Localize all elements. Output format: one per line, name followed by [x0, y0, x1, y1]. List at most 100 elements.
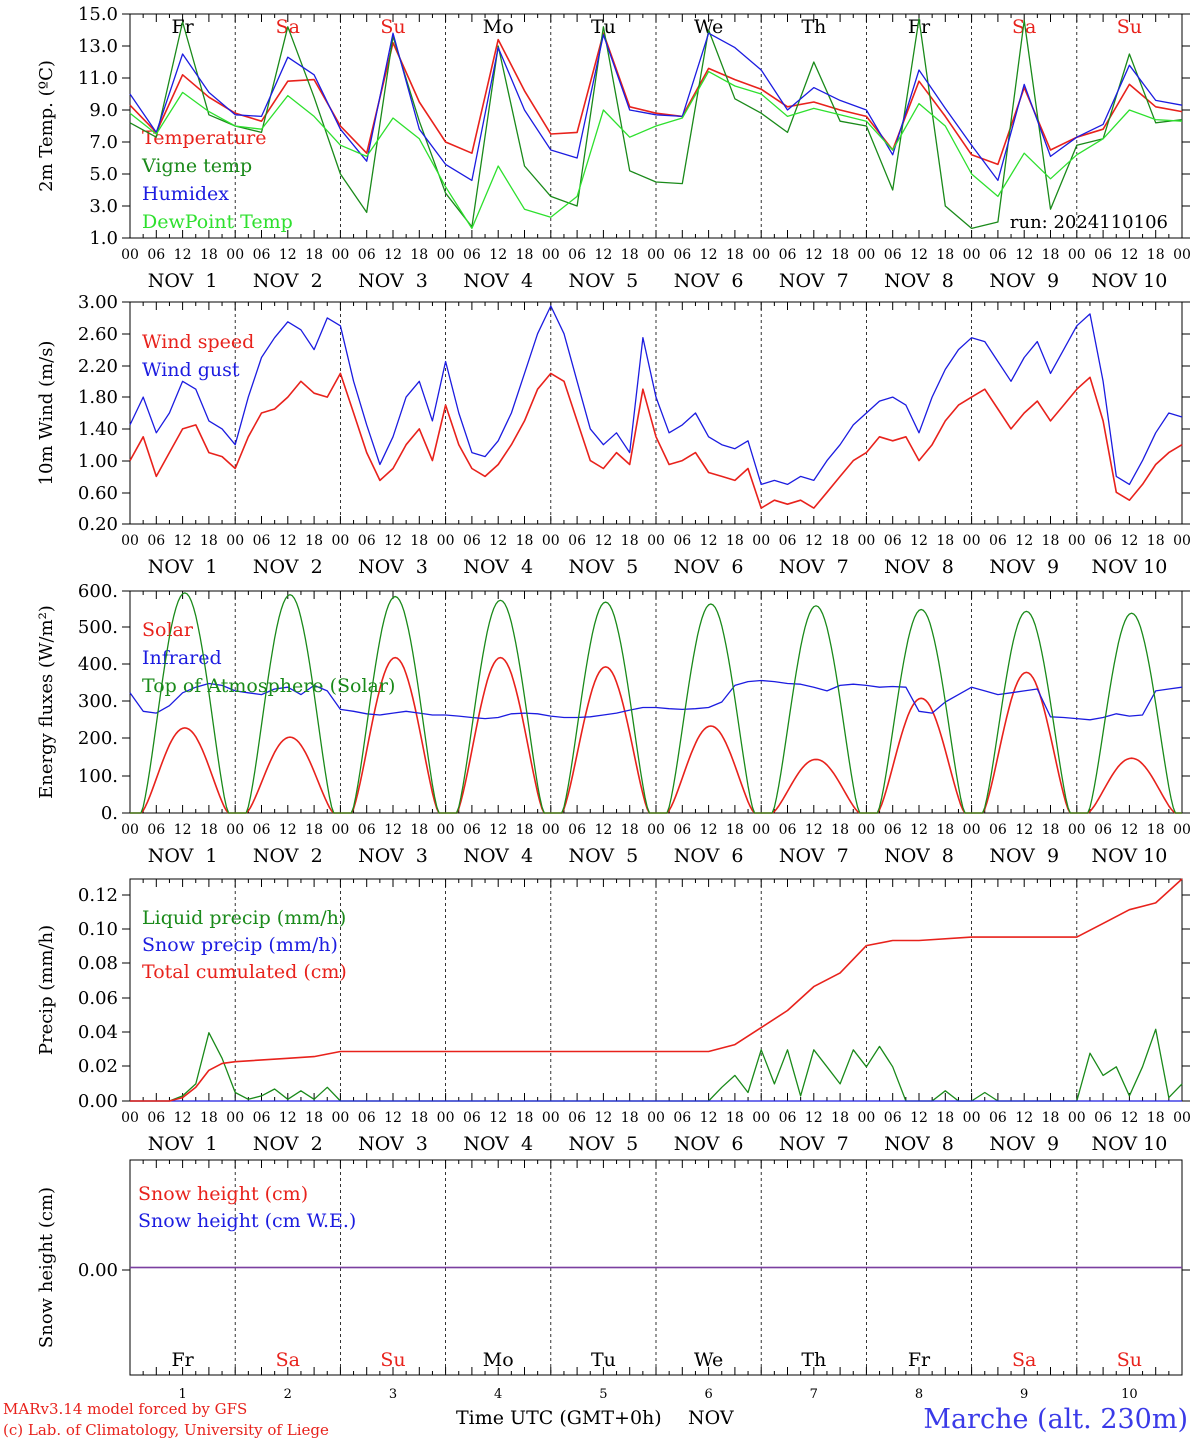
- hour-tick-label: 18: [936, 533, 954, 549]
- hour-tick-label: 00: [963, 822, 981, 838]
- hour-tick-label: 00: [647, 822, 665, 838]
- hour-tick-label: 18: [200, 822, 218, 838]
- date-label: NOV 1: [148, 270, 218, 292]
- hour-tick-label: 12: [910, 247, 928, 263]
- hour-tick-label: 00: [542, 1110, 560, 1126]
- legend-label: Top of Atmosphere (Solar): [142, 675, 395, 697]
- hour-tick-label: 12: [594, 1110, 612, 1126]
- date-label: NOV 1: [148, 556, 218, 578]
- hour-tick-label: 06: [989, 1110, 1007, 1126]
- y-tick-label: 7.0: [89, 132, 118, 153]
- y-tick-label: 2.20: [78, 356, 118, 377]
- hour-tick-label: 12: [594, 533, 612, 549]
- hour-tick-label: 18: [410, 1110, 428, 1126]
- hour-tick-label: 00: [752, 247, 770, 263]
- hour-tick-label: 06: [779, 1110, 797, 1126]
- hour-tick-label: 06: [1094, 247, 1112, 263]
- footer-day-number: 5: [599, 1387, 607, 1402]
- footer-day-number: 3: [389, 1387, 397, 1402]
- hour-tick-label: 06: [253, 533, 271, 549]
- hour-tick-label: 00: [1068, 247, 1086, 263]
- hour-tick-label: 00: [857, 822, 875, 838]
- y-tick-label: 2.60: [78, 324, 118, 345]
- hour-tick-label: 18: [936, 822, 954, 838]
- date-label: NOV 10: [1091, 556, 1167, 578]
- series-line-wind-speed: [129, 372, 1183, 509]
- hour-tick-label: 06: [147, 533, 165, 549]
- hour-tick-label: 06: [253, 1110, 271, 1126]
- hour-tick-label: 00: [542, 533, 560, 549]
- hour-tick-label: 18: [200, 1110, 218, 1126]
- date-label: NOV 3: [358, 845, 428, 867]
- station-name: Marche (alt. 230m): [923, 1404, 1188, 1435]
- hour-tick-label: 06: [358, 533, 376, 549]
- day-name-label: Fr: [171, 16, 194, 38]
- y-tick-label: 1.0: [89, 228, 118, 249]
- hour-tick-label: 00: [542, 822, 560, 838]
- hour-tick-label: 00: [647, 247, 665, 263]
- date-label: NOV 2: [253, 270, 323, 292]
- hour-tick-label: 00: [331, 822, 349, 838]
- hour-tick-label: 06: [147, 247, 165, 263]
- hour-tick-label: 12: [384, 1110, 402, 1126]
- hour-tick-label: 00: [542, 247, 560, 263]
- panel-2: 3.00 2.60 2.20 1.80 1.40 1.00 0.60 0.20 10m Wind…: [36, 292, 1191, 578]
- hour-tick-label: 06: [989, 822, 1007, 838]
- hour-tick-label: 00: [1068, 1110, 1086, 1126]
- hour-tick-label: 18: [410, 822, 428, 838]
- y-tick-label: 11.0: [78, 68, 118, 89]
- legend-label: Total cumulated (cm): [142, 961, 347, 983]
- hour-tick-label: 00: [437, 822, 455, 838]
- hour-tick-label: 18: [1147, 822, 1165, 838]
- hour-tick-label: 06: [1094, 533, 1112, 549]
- y-tick-label: 0.12: [78, 885, 118, 906]
- hour-tick-label: 00: [1068, 822, 1086, 838]
- hour-tick-label: 00: [226, 1110, 244, 1126]
- date-label: NOV 8: [884, 845, 954, 867]
- day-name-label: Fr: [171, 1349, 194, 1371]
- hour-tick-label: 06: [253, 247, 271, 263]
- hour-tick-label: 12: [384, 822, 402, 838]
- hour-tick-label: 06: [884, 822, 902, 838]
- day-name-label: Fr: [908, 1349, 931, 1371]
- hour-tick-label: 00: [121, 247, 139, 263]
- date-label: NOV 10: [1091, 1133, 1167, 1155]
- hour-tick-label: 18: [831, 247, 849, 263]
- series-line-vigne-temp: [129, 18, 1183, 230]
- hour-tick-label: 12: [1120, 533, 1138, 549]
- hour-tick-label: 00: [437, 1110, 455, 1126]
- y-tick-label: 500.: [78, 617, 118, 638]
- panel-5: 0.00 Snow height (cm) Fr Sa Su Mo Tu We Th Fr Sa Su…: [36, 1159, 1190, 1376]
- hour-tick-label: 12: [174, 1110, 192, 1126]
- day-name-label: Mo: [483, 1349, 514, 1371]
- hour-tick-label: 06: [568, 533, 586, 549]
- legend-label: Snow precip (mm/h): [142, 934, 338, 956]
- hour-tick-label: 12: [1015, 1110, 1033, 1126]
- hour-tick-label: 12: [1120, 247, 1138, 263]
- footer-day-number: 4: [494, 1387, 502, 1402]
- hour-tick-label: 12: [489, 1110, 507, 1126]
- date-label: NOV 1: [148, 845, 218, 867]
- hour-tick-label: 00: [331, 247, 349, 263]
- hour-tick-label: 18: [1042, 1110, 1060, 1126]
- date-label: NOV 2: [253, 1133, 323, 1155]
- hour-tick-label: 18: [200, 533, 218, 549]
- date-label: NOV 10: [1091, 845, 1167, 867]
- date-label: NOV 9: [989, 556, 1059, 578]
- hour-tick-label: 12: [805, 1110, 823, 1126]
- hour-tick-label: 06: [463, 533, 481, 549]
- hour-tick-label: 12: [910, 822, 928, 838]
- footer-day-number: 10: [1121, 1387, 1138, 1402]
- hour-tick-label: 00: [226, 822, 244, 838]
- hour-tick-label: 12: [910, 1110, 928, 1126]
- date-label: NOV 4: [463, 270, 533, 292]
- hour-tick-label: 00: [226, 247, 244, 263]
- legend-label: Wind gust: [142, 359, 240, 381]
- hour-tick-label: 00: [752, 1110, 770, 1126]
- y-tick-label: 0.00: [78, 1091, 118, 1112]
- date-label: NOV 4: [463, 1133, 533, 1155]
- y-axis-label: Energy fluxes (W/m²): [36, 605, 57, 799]
- hour-tick-label: 00: [121, 533, 139, 549]
- hour-tick-label: 00: [647, 1110, 665, 1126]
